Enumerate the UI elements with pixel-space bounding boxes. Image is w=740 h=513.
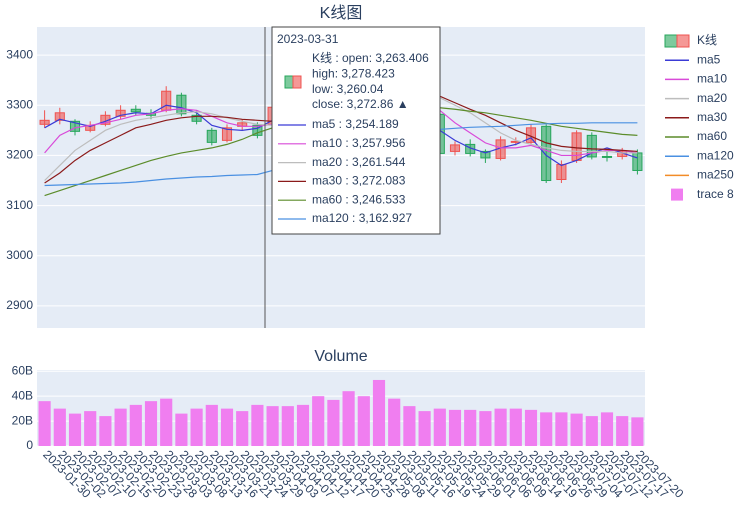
tooltip-line: ma30 : 3,272.083 <box>312 174 406 188</box>
y-tick-label: 40B <box>12 388 33 402</box>
legend-label: K线 <box>697 33 717 47</box>
legend-label: ma30 <box>697 110 727 124</box>
volume-bar <box>114 408 127 446</box>
volume-bar <box>585 416 598 446</box>
volume-bar <box>600 412 614 446</box>
tooltip-date: 2023-03-31 <box>277 32 339 46</box>
legend-label: ma5 <box>697 52 721 66</box>
volume-bar <box>281 406 294 446</box>
tooltip-line: low: 3,260.04 <box>312 82 384 96</box>
volume-bar <box>418 411 431 446</box>
volume-bar <box>296 404 310 446</box>
tooltip-icon <box>284 75 294 89</box>
volume-bar <box>631 417 644 446</box>
candle-body <box>556 163 567 181</box>
tooltip-line: K线 : open: 3,263.406 <box>312 51 429 65</box>
volume-bar <box>53 408 66 446</box>
volume-bar <box>509 408 522 446</box>
volume-bar <box>266 406 279 446</box>
volume-bar <box>388 398 401 446</box>
candle-body <box>221 127 233 141</box>
volume-bar <box>342 391 355 446</box>
volume-bar <box>99 416 112 446</box>
y-tick-label: 60B <box>12 363 33 377</box>
y-tick-label: 3300 <box>6 97 33 111</box>
volume-bar <box>464 409 477 446</box>
candle-body <box>480 150 491 159</box>
volume-bar <box>433 408 446 446</box>
volume-bar <box>175 413 188 446</box>
volume-bar <box>524 409 538 446</box>
volume-bar <box>160 398 173 446</box>
volume-bar <box>479 411 492 446</box>
volume-bar <box>616 416 629 446</box>
candle-body <box>39 119 50 125</box>
tooltip-box <box>271 26 441 235</box>
tooltip-icon <box>292 75 302 89</box>
y-tick-label: 0 <box>26 438 33 452</box>
plot-background <box>37 370 645 446</box>
candle-body <box>206 129 217 143</box>
legend-label: ma120 <box>697 148 734 162</box>
y-tick-label: 2900 <box>6 298 33 312</box>
volume-bar <box>403 406 416 446</box>
volume-bar <box>312 396 325 446</box>
tooltip-line: ma5 : 3,254.189 <box>312 117 399 131</box>
tooltip-line: ma120 : 3,162.927 <box>312 211 412 225</box>
y-tick-label: 3400 <box>6 47 33 61</box>
volume-bar <box>372 379 386 446</box>
volume-bar <box>220 408 234 446</box>
candle-body <box>252 124 263 136</box>
legend-label: ma60 <box>697 129 727 143</box>
candle-body <box>449 144 461 152</box>
candle-body <box>191 114 202 122</box>
volume-bar <box>38 401 51 446</box>
candle-body <box>54 112 65 121</box>
volume-bar <box>84 411 97 446</box>
y-tick-label: 20B <box>12 413 33 427</box>
candle-body <box>586 134 597 158</box>
volume-bar <box>129 404 142 446</box>
tooltip-line: high: 3,278.423 <box>312 66 395 80</box>
legend-icon <box>664 34 678 48</box>
candle-body <box>601 155 613 158</box>
legend-label: ma20 <box>697 91 727 105</box>
volume-bar <box>357 396 370 446</box>
volume-bar <box>190 408 203 446</box>
volume-bar <box>555 412 568 446</box>
tooltip-line: ma10 : 3,257.956 <box>312 136 406 150</box>
candle-body <box>176 94 187 115</box>
candle-body <box>115 109 126 117</box>
legend-icon <box>676 34 690 48</box>
volume-bar <box>448 409 462 446</box>
y-tick-label: 3200 <box>6 148 33 162</box>
candle-body <box>632 152 643 171</box>
volume-bar <box>205 404 218 446</box>
volume-bar <box>327 399 340 446</box>
legend-label: trace 8 <box>697 187 734 201</box>
volume-bar <box>494 408 507 446</box>
candle-body <box>571 132 582 161</box>
volume-bar <box>251 404 264 446</box>
volume-bar <box>540 412 553 446</box>
legend-swatch <box>671 188 683 201</box>
y-tick-label: 3100 <box>6 198 33 212</box>
volume-bar <box>144 401 158 446</box>
volume-bar <box>68 413 82 446</box>
candle-body <box>541 125 552 182</box>
tooltip-line: ma60 : 3,246.533 <box>312 192 406 206</box>
chart-title: Volume <box>314 348 367 365</box>
tooltip-line: ma20 : 3,261.544 <box>312 155 406 169</box>
legend-label: ma250 <box>697 168 734 182</box>
volume-bar <box>236 411 249 446</box>
overlay: K线 ma5 ma10 ma20 ma30 ma60 ma120 ma250 trace 8 20… <box>264 26 734 328</box>
candle-body <box>130 108 141 113</box>
tooltip-line: close: 3,272.86 ▲ <box>312 97 409 111</box>
chart-title: K线图 <box>320 4 363 22</box>
y-tick-label: 3000 <box>6 248 33 262</box>
legend-label: ma10 <box>697 72 727 86</box>
volume-bar <box>570 413 583 446</box>
candle-body <box>69 120 81 132</box>
